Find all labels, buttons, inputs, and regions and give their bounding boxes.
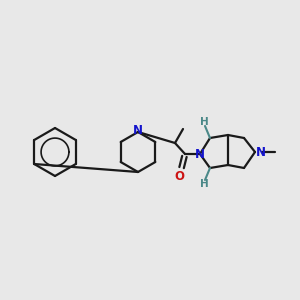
Text: H: H — [200, 179, 208, 189]
Text: H: H — [200, 117, 208, 127]
Text: N: N — [256, 146, 266, 158]
Text: O: O — [174, 170, 184, 184]
Text: N: N — [133, 124, 143, 137]
Text: N: N — [195, 148, 205, 160]
